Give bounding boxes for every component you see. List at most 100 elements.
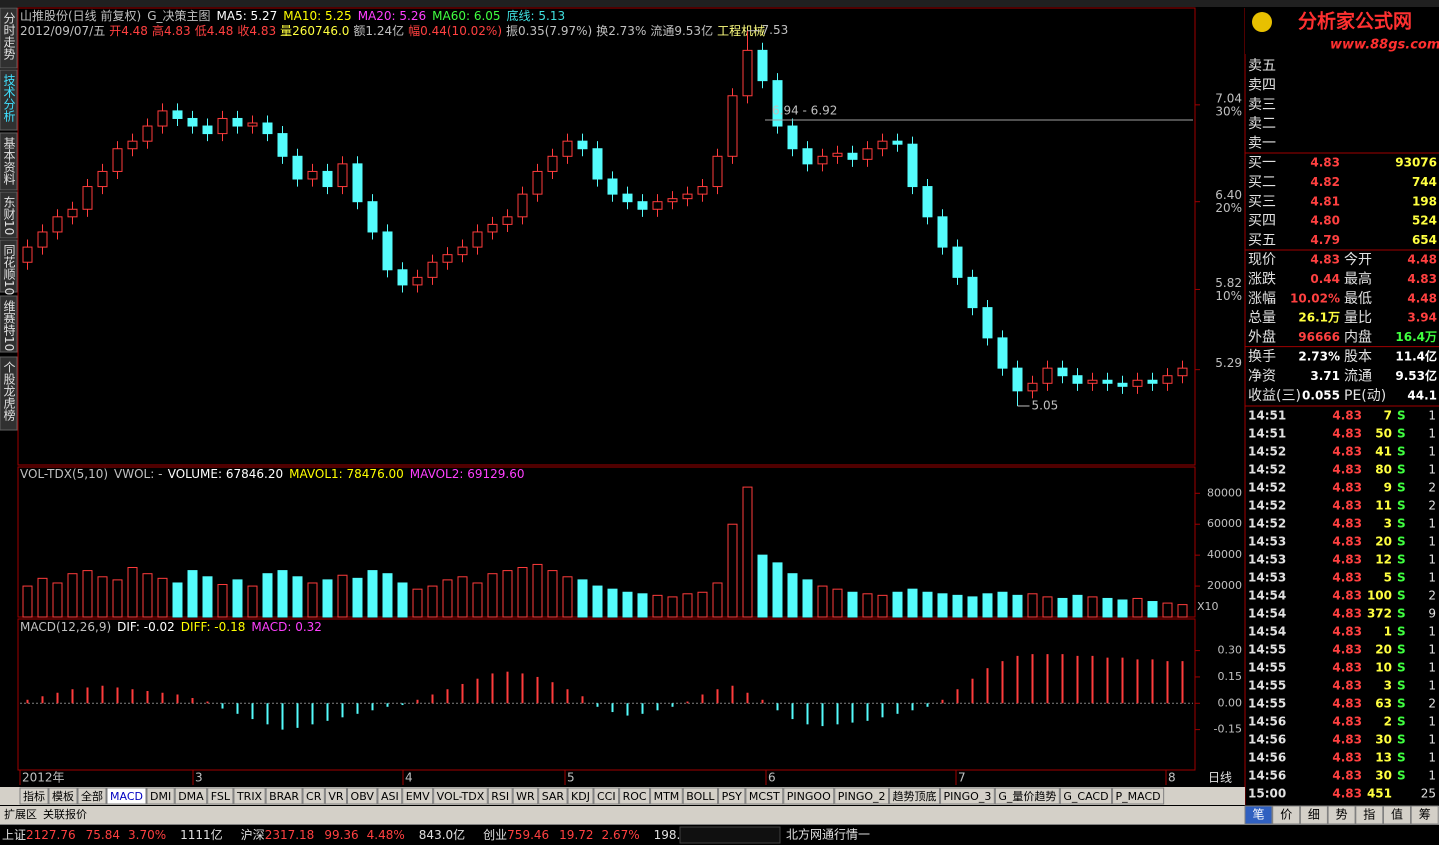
side-tab[interactable]: [0, 132, 18, 191]
panel-tab[interactable]: [1410, 805, 1439, 825]
panel-tab[interactable]: [1244, 805, 1273, 825]
volume-bar: [712, 582, 723, 618]
indicator-tab[interactable]: [567, 787, 594, 805]
candle-body: [772, 80, 783, 127]
indicator-tab[interactable]: [174, 787, 208, 805]
trade-count: 1: [1428, 445, 1436, 459]
candle-body: [1147, 379, 1158, 384]
candle-body: [427, 261, 438, 278]
indicator-tab[interactable]: [402, 787, 434, 805]
candle-body: [712, 155, 723, 188]
side-tab-label: 个股龙虎榜: [2, 361, 16, 422]
indicator-tab[interactable]: [783, 787, 835, 805]
volume-bar: [352, 577, 363, 618]
side-tab[interactable]: [0, 295, 18, 353]
trade-time: 14:55: [1248, 661, 1286, 675]
candle-body: [307, 170, 318, 180]
indicator-tab[interactable]: [19, 787, 49, 805]
indicator-tab[interactable]: [682, 787, 719, 805]
indicator-tab[interactable]: [487, 787, 513, 805]
indicator-tab-label: OBV: [351, 790, 375, 803]
indicator-tab[interactable]: [48, 787, 78, 805]
indicator-tab[interactable]: [538, 787, 568, 805]
y-tick-label: 6.40: [1215, 188, 1242, 202]
legend-item: MA5: 5.27: [217, 9, 278, 23]
side-tab[interactable]: [0, 356, 18, 431]
volume-bar: [127, 567, 138, 618]
panel-tab-label: 价: [1280, 808, 1292, 822]
y-tick-label: 5.82: [1215, 276, 1242, 290]
candle-body: [382, 231, 393, 271]
panel-tab[interactable]: [1355, 805, 1384, 825]
quote-label: 内盘: [1344, 329, 1372, 346]
annotation-label: 6.94 - 6.92: [772, 103, 837, 117]
indicator-tab[interactable]: [1059, 787, 1113, 805]
volume-bar: [172, 582, 183, 618]
indicator-tab[interactable]: [146, 787, 175, 805]
indicator-tab[interactable]: [889, 787, 941, 805]
candle-body: [562, 140, 573, 157]
indicator-tab[interactable]: [324, 787, 348, 805]
volume-pane: [17, 466, 1196, 618]
panel-tab[interactable]: [1299, 805, 1328, 825]
pct-label: 20%: [1215, 201, 1242, 215]
bid-label: 买一: [1248, 155, 1276, 171]
candle-body: [172, 110, 183, 119]
logo-url: www.88gs.com: [1330, 38, 1439, 53]
indicator-tab[interactable]: [347, 787, 378, 805]
side-tab[interactable]: [0, 7, 18, 69]
indicator-tab-label: ROC: [623, 790, 647, 803]
trade-price: 4.83: [1332, 427, 1362, 441]
panel-tab[interactable]: [1272, 805, 1301, 825]
candle-body: [22, 246, 33, 263]
indicator-tab[interactable]: [106, 787, 147, 805]
indicator-tab[interactable]: [265, 787, 303, 805]
indicator-tab[interactable]: [593, 787, 620, 805]
info-line: 2012/09/07/五 开4.48 高4.83 低4.48 收4.83 量260746.…: [20, 23, 765, 38]
trade-price: 4.83: [1332, 463, 1362, 477]
trade-price: 4.83: [1332, 535, 1362, 549]
trade-price: 4.83: [1332, 481, 1362, 495]
quote-label: 涨跌: [1248, 271, 1276, 287]
volume-bar: [757, 554, 768, 618]
trade-side: S: [1397, 463, 1406, 477]
volume-bar: [967, 596, 978, 618]
indicator-tab-label: ASI: [381, 790, 399, 803]
y-tick-label: 0.15: [1218, 670, 1243, 683]
ticker-chart: [679, 826, 781, 844]
indicator-tab-label: 趋势顶底: [893, 789, 937, 803]
indicator-tab[interactable]: [433, 787, 488, 805]
side-tab[interactable]: [0, 69, 18, 131]
indicator-tab[interactable]: [994, 787, 1060, 805]
volume-bar: [217, 584, 228, 618]
panel-tab[interactable]: [1383, 805, 1411, 825]
indicator-tab[interactable]: [302, 787, 325, 805]
indicator-tab[interactable]: [745, 787, 784, 805]
side-tab[interactable]: [0, 239, 18, 293]
volume-bar: [1012, 594, 1023, 618]
candle-body: [787, 125, 798, 150]
panel-tab-label: 值: [1391, 807, 1403, 822]
trade-time: 14:52: [1248, 463, 1286, 477]
indicator-tab[interactable]: [77, 787, 107, 805]
indicator-tab[interactable]: [512, 787, 539, 805]
indicator-tab[interactable]: [233, 787, 266, 805]
indicator-tab[interactable]: [940, 787, 995, 805]
trade-price: 4.83: [1332, 733, 1362, 747]
indicator-tab[interactable]: [834, 787, 890, 805]
candle-body: [577, 140, 588, 150]
trade-count: 1: [1428, 679, 1436, 693]
indicator-tab[interactable]: [207, 787, 234, 805]
trade-volume: 30: [1375, 733, 1392, 747]
indicator-tab[interactable]: [650, 787, 683, 805]
side-tab[interactable]: [0, 191, 18, 239]
candle-body: [277, 133, 288, 157]
info-item: 流通9.53亿: [650, 23, 713, 38]
indicator-tab[interactable]: [619, 787, 651, 805]
indicator-tab[interactable]: [1112, 787, 1165, 805]
indicator-tab[interactable]: [718, 787, 746, 805]
ticker-amount: 1111亿: [180, 827, 223, 842]
panel-tab[interactable]: [1327, 805, 1356, 825]
indicator-tab[interactable]: [377, 787, 403, 805]
